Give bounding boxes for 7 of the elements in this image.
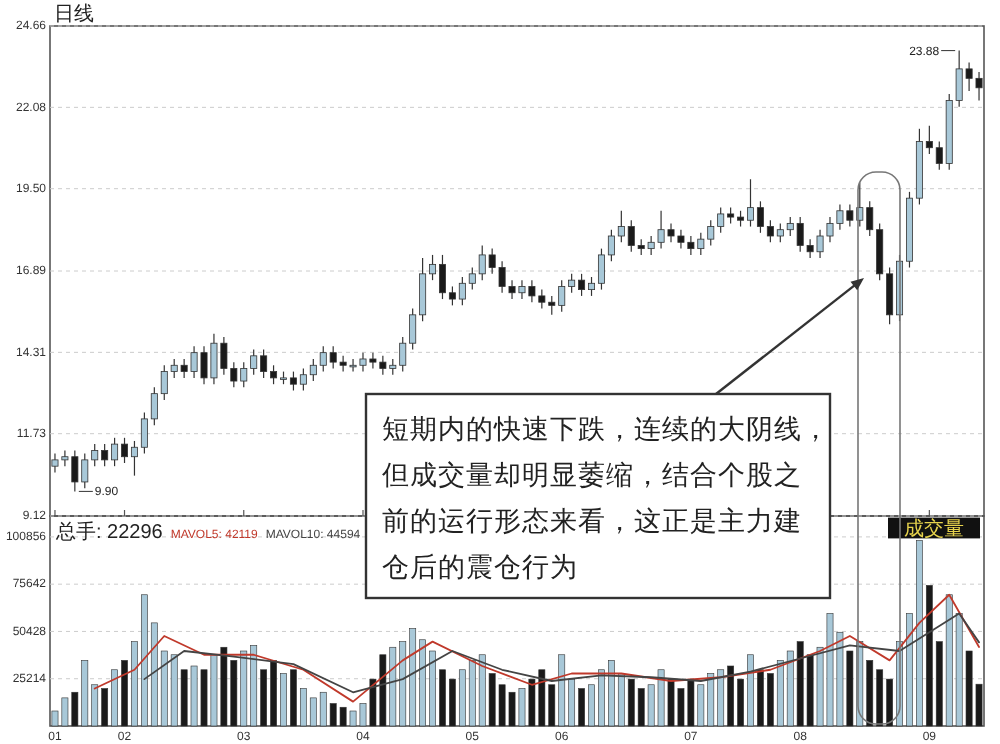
annotation: 短期内的快速下跌，连续的大阴线，但成交量却明显萎缩，结合个股之前的运行形态来看，这正是主力建仓后的震仓行为 [382, 414, 830, 584]
chart-title: 日线 [54, 2, 94, 26]
line-series [93, 593, 980, 703]
callout: 短期内的快速下跌，连续的大阴线，但成交量却明显萎缩，结合个股之前的运行形态来看，这正是主力建仓后的震仓行为 [364, 278, 864, 600]
annotation: 总手: 22296 [54, 520, 164, 544]
line-series [143, 612, 980, 694]
y-axis-title: 成交量 [904, 517, 964, 542]
